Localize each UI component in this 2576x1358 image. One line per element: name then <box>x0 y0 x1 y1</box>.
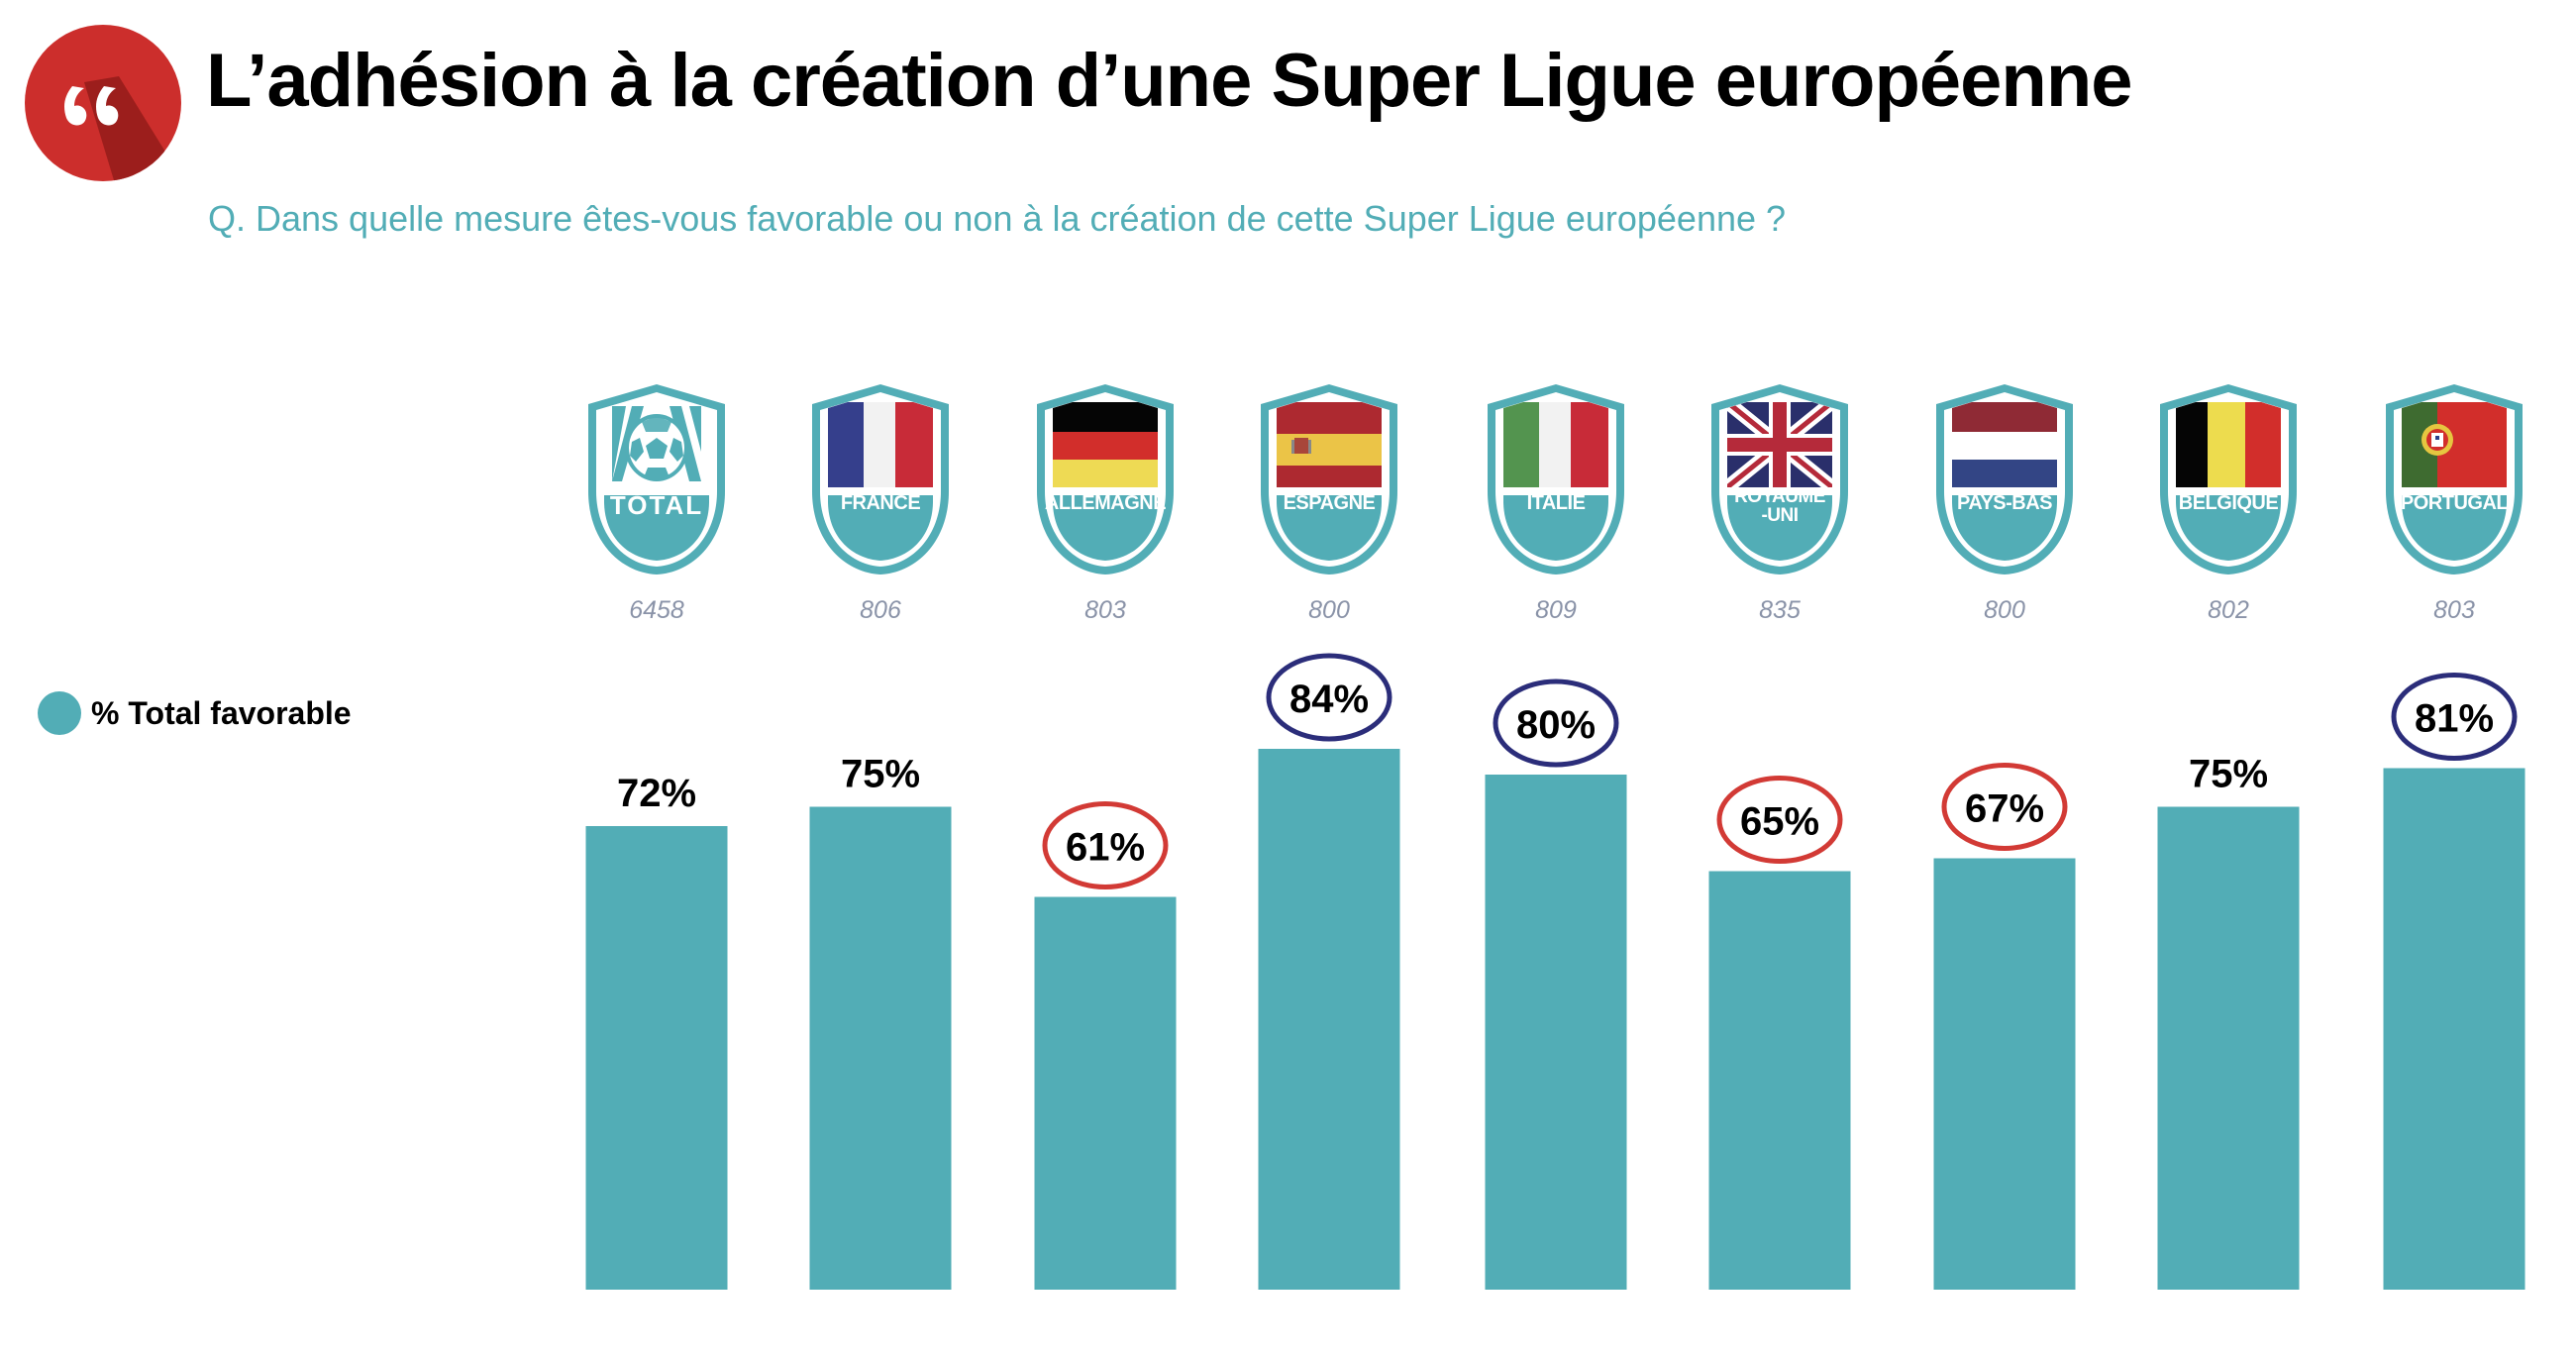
badge-label: PAYS-BAS <box>1956 492 2053 514</box>
badge-pays-bas: PAYS-BAS <box>1930 382 2079 576</box>
belgium-flag-icon <box>2160 384 2297 575</box>
bar-value-label: 72% <box>617 772 696 815</box>
sample-size: 835 <box>1759 596 1801 624</box>
quote-icon <box>25 25 181 181</box>
netherlands-flag-icon <box>1936 384 2073 575</box>
badge-france: FRANCE <box>806 382 955 576</box>
bar-pays-bas <box>1933 858 2076 1290</box>
bar-value-label: 75% <box>841 753 920 796</box>
legend-label: % Total favorable <box>91 694 352 731</box>
portugal-flag-icon <box>2386 384 2523 575</box>
sample-size: 802 <box>2208 596 2249 624</box>
badge-total: TOTAL <box>582 382 731 576</box>
bar-value-label: 67% <box>1965 787 2044 831</box>
bar-portugal <box>2383 768 2525 1290</box>
badge-label: FRANCE <box>840 492 921 514</box>
germany-flag-icon <box>1037 384 1174 575</box>
bar-belgique <box>2157 806 2300 1290</box>
question-subtitle: Q. Dans quelle mesure êtes-vous favorabl… <box>208 198 1787 239</box>
sample-size: 803 <box>2433 596 2475 624</box>
bar-value-label: 80% <box>1516 703 1596 747</box>
bar-value-label: 75% <box>2189 753 2268 796</box>
badge-royaume: ROYAUME -UNI <box>1705 382 1854 576</box>
bar-value-label: 84% <box>1289 678 1369 721</box>
italy-flag-icon <box>1488 384 1624 575</box>
bar-total <box>585 826 728 1290</box>
uk-flag-icon <box>1711 384 1848 575</box>
highlight-circle-high <box>1266 653 1392 742</box>
badge-label-line2: -UNI <box>1761 505 1799 526</box>
highlight-circle-low <box>1716 776 1843 864</box>
highlight-circle-high <box>1493 679 1619 768</box>
highlight-circle-low <box>1941 763 2068 851</box>
bar-value-label: 65% <box>1740 800 1819 844</box>
bar-france <box>809 806 952 1290</box>
bar-value-label: 81% <box>2415 697 2494 741</box>
badge-label: ITALIE <box>1526 492 1586 514</box>
badge-label: BELGIQUE <box>2178 492 2279 514</box>
badge-belgique: BELGIQUE <box>2154 382 2303 576</box>
soccer-ball-icon <box>588 384 725 575</box>
sample-size: 6458 <box>629 596 684 624</box>
badge-label: ESPAGNE <box>1283 492 1376 514</box>
france-flag-icon <box>812 384 949 575</box>
badge-label: TOTAL <box>609 490 704 520</box>
legend-swatch <box>38 691 81 735</box>
spain-flag-icon <box>1261 384 1397 575</box>
bar-espagne <box>1258 749 1400 1290</box>
badge-espagne: ESPAGNE <box>1255 382 1403 576</box>
badge-label: ROYAUME -UNI <box>1705 487 1854 525</box>
bar-allemagne <box>1034 896 1177 1290</box>
highlight-circle-high <box>2391 673 2518 761</box>
bar-italie <box>1485 775 1627 1290</box>
badge-label: ALLEMAGNE <box>1044 492 1167 514</box>
sample-size: 803 <box>1084 596 1126 624</box>
sample-size: 800 <box>1984 596 2025 624</box>
bar-value-label: 61% <box>1066 826 1145 870</box>
badge-label: PORTUGAL <box>2400 492 2509 514</box>
sample-size: 806 <box>860 596 901 624</box>
chart-legend: % Total favorable <box>38 691 352 735</box>
badge-allemagne: ALLEMAGNE <box>1031 382 1180 576</box>
badge-italie: ITALIE <box>1482 382 1630 576</box>
sample-size: 800 <box>1308 596 1350 624</box>
page-title: L’adhésion à la création d’une Super Lig… <box>206 39 2133 123</box>
bar-royaume-uni <box>1708 871 1851 1290</box>
sample-size: 809 <box>1535 596 1577 624</box>
badge-portugal: PORTUGAL <box>2380 382 2528 576</box>
highlight-circle-low <box>1042 801 1169 889</box>
